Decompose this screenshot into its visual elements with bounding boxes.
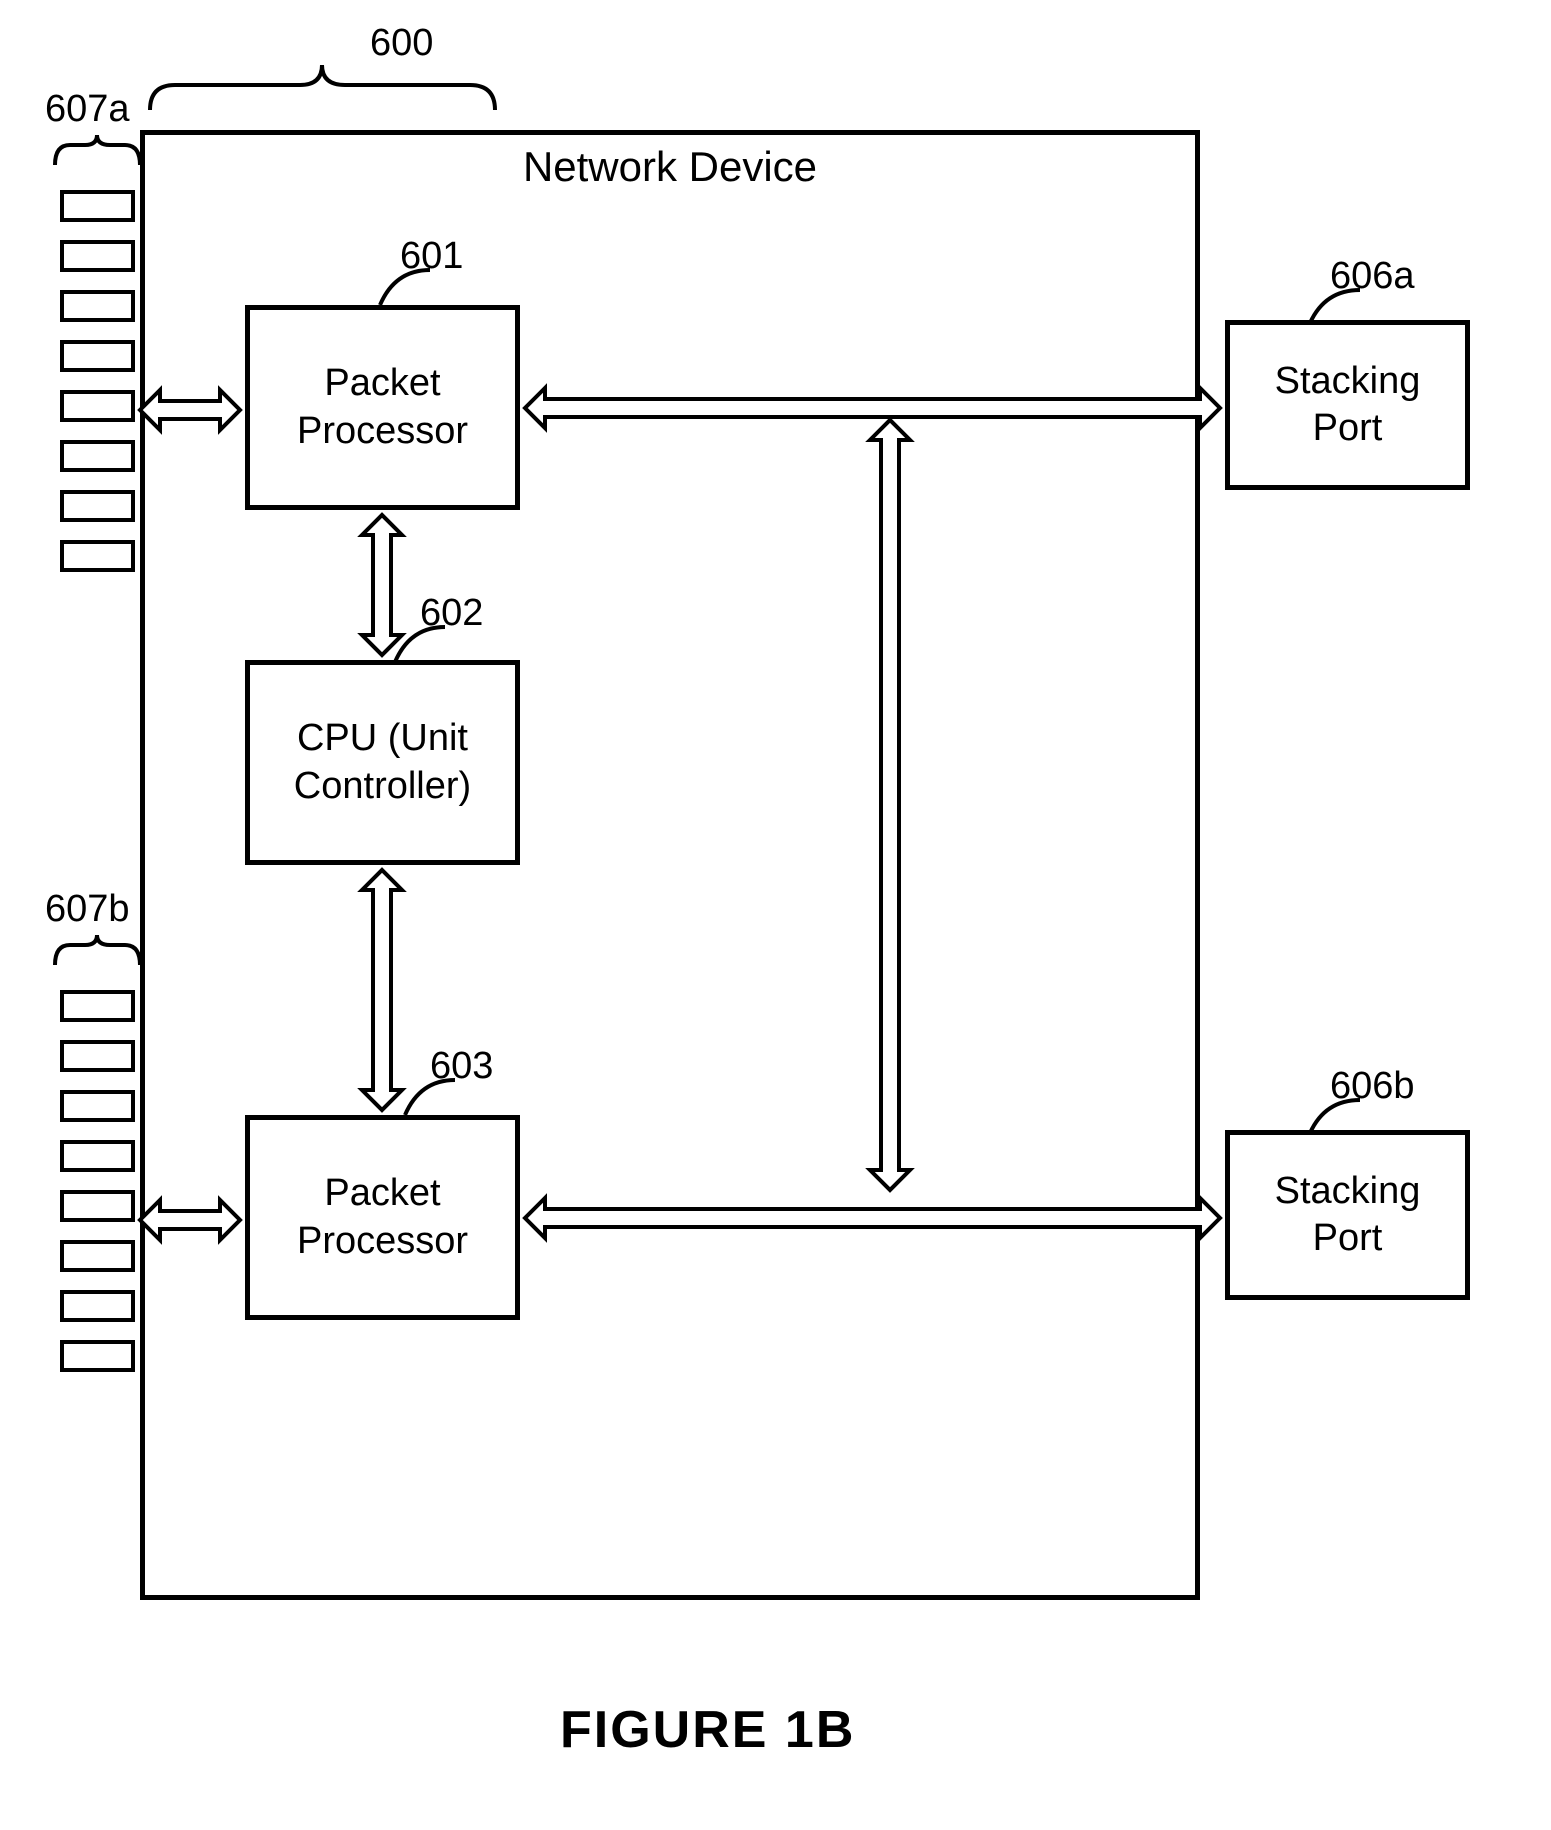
arrow-ports2-pp2 — [135, 1190, 245, 1250]
brace-600 — [150, 65, 500, 120]
figure-title: FIGURE 1B — [560, 1700, 855, 1760]
brace-607b — [55, 935, 145, 975]
stacking-port-2-label: Stacking Port — [1275, 1168, 1421, 1263]
packet-processor-1-label: Packet Processor — [297, 360, 468, 455]
arrow-cpu-pp2 — [352, 865, 412, 1115]
port-607b-5 — [60, 1190, 135, 1222]
diagram-canvas: Network Device Packet Processor CPU (Uni… — [0, 0, 1551, 1830]
port-607b-2 — [60, 1040, 135, 1072]
arrow-vertical-bus — [860, 415, 920, 1195]
stacking-port-1-box: Stacking Port — [1225, 320, 1470, 490]
leader-601 — [380, 265, 460, 315]
port-607a-5 — [60, 390, 135, 422]
network-device-title: Network Device — [523, 143, 817, 191]
packet-processor-1-box: Packet Processor — [245, 305, 520, 510]
leader-603 — [405, 1075, 485, 1125]
port-607b-4 — [60, 1140, 135, 1172]
port-607a-4 — [60, 340, 135, 372]
port-607a-8 — [60, 540, 135, 572]
leader-606a — [1310, 285, 1390, 330]
port-607b-7 — [60, 1290, 135, 1322]
port-607a-1 — [60, 190, 135, 222]
brace-607a — [55, 135, 145, 175]
ref-607b: 607b — [45, 888, 130, 931]
port-607b-1 — [60, 990, 135, 1022]
packet-processor-2-label: Packet Processor — [297, 1170, 468, 1265]
packet-processor-2-box: Packet Processor — [245, 1115, 520, 1320]
arrow-pp2-sp2 — [520, 1188, 1225, 1248]
arrow-pp1-cpu — [352, 510, 412, 660]
cpu-label: CPU (Unit Controller) — [294, 715, 471, 810]
port-607a-7 — [60, 490, 135, 522]
ref-600: 600 — [370, 22, 433, 65]
leader-606b — [1310, 1095, 1390, 1140]
port-607a-6 — [60, 440, 135, 472]
arrow-ports1-pp1 — [135, 380, 245, 440]
ref-607a: 607a — [45, 88, 130, 131]
cpu-box: CPU (Unit Controller) — [245, 660, 520, 865]
port-607a-3 — [60, 290, 135, 322]
port-607b-6 — [60, 1240, 135, 1272]
port-607b-3 — [60, 1090, 135, 1122]
stacking-port-2-box: Stacking Port — [1225, 1130, 1470, 1300]
port-607b-8 — [60, 1340, 135, 1372]
stacking-port-1-label: Stacking Port — [1275, 358, 1421, 453]
port-607a-2 — [60, 240, 135, 272]
